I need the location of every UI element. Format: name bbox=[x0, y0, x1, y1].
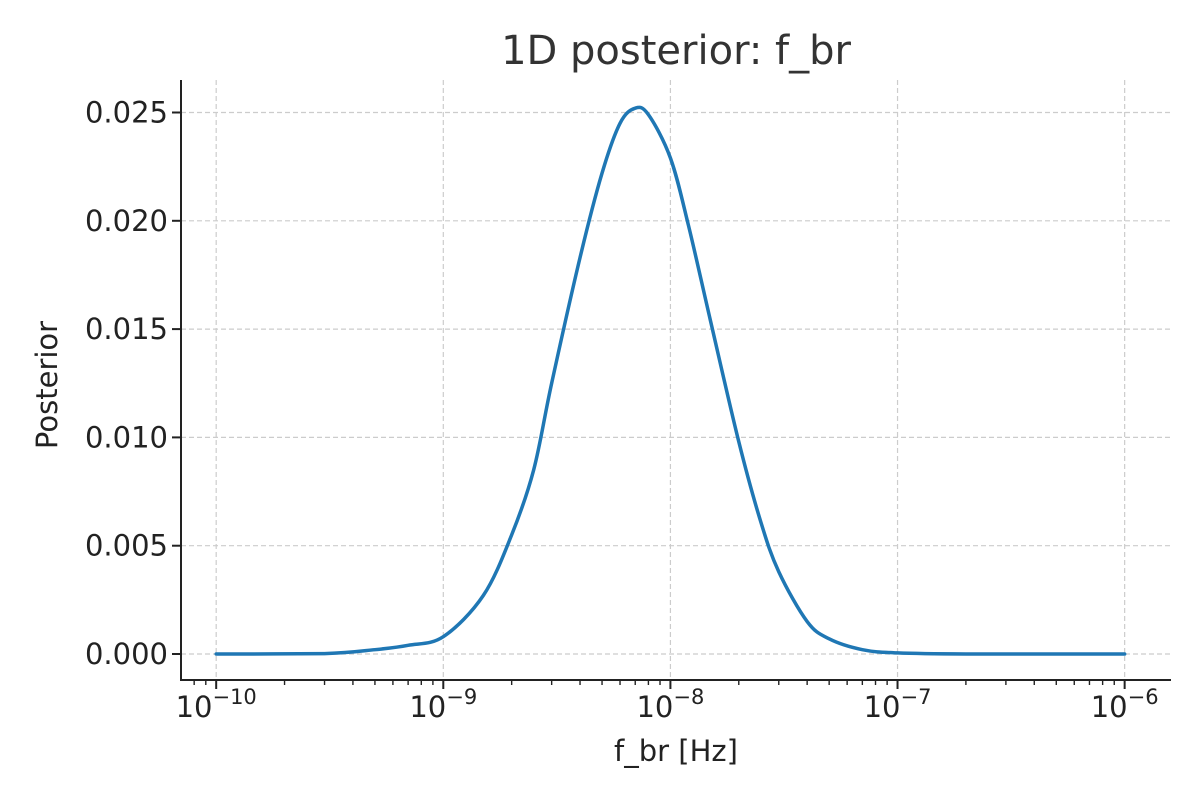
x-tick-label: 10−9 bbox=[409, 685, 477, 724]
y-axis-label: Posterior bbox=[30, 321, 64, 449]
series-layer bbox=[214, 105, 1127, 656]
chart-title: 1D posterior: f_br bbox=[501, 28, 851, 74]
y-tick-label: 0.010 bbox=[85, 420, 168, 454]
y-tick-label: 0.025 bbox=[85, 95, 168, 129]
y-tick-label: 0.015 bbox=[85, 312, 168, 346]
posterior-series-line bbox=[214, 105, 1127, 656]
ticks-layer: 10−10 10−9 10−8 10−7 10−6 0.000 0.005 0.010 0.01… bbox=[85, 95, 1159, 724]
x-axis-label: f_br [Hz] bbox=[614, 734, 738, 768]
y-tick-label: 0.000 bbox=[85, 637, 168, 671]
x-tick-label: 10−10 bbox=[176, 685, 257, 724]
y-tick-label: 0.020 bbox=[85, 204, 168, 238]
y-tick-label: 0.005 bbox=[85, 529, 168, 563]
x-tick-label: 10−6 bbox=[1091, 685, 1159, 724]
x-tick-label: 10−8 bbox=[636, 685, 704, 724]
x-tick-label: 10−7 bbox=[864, 685, 932, 724]
